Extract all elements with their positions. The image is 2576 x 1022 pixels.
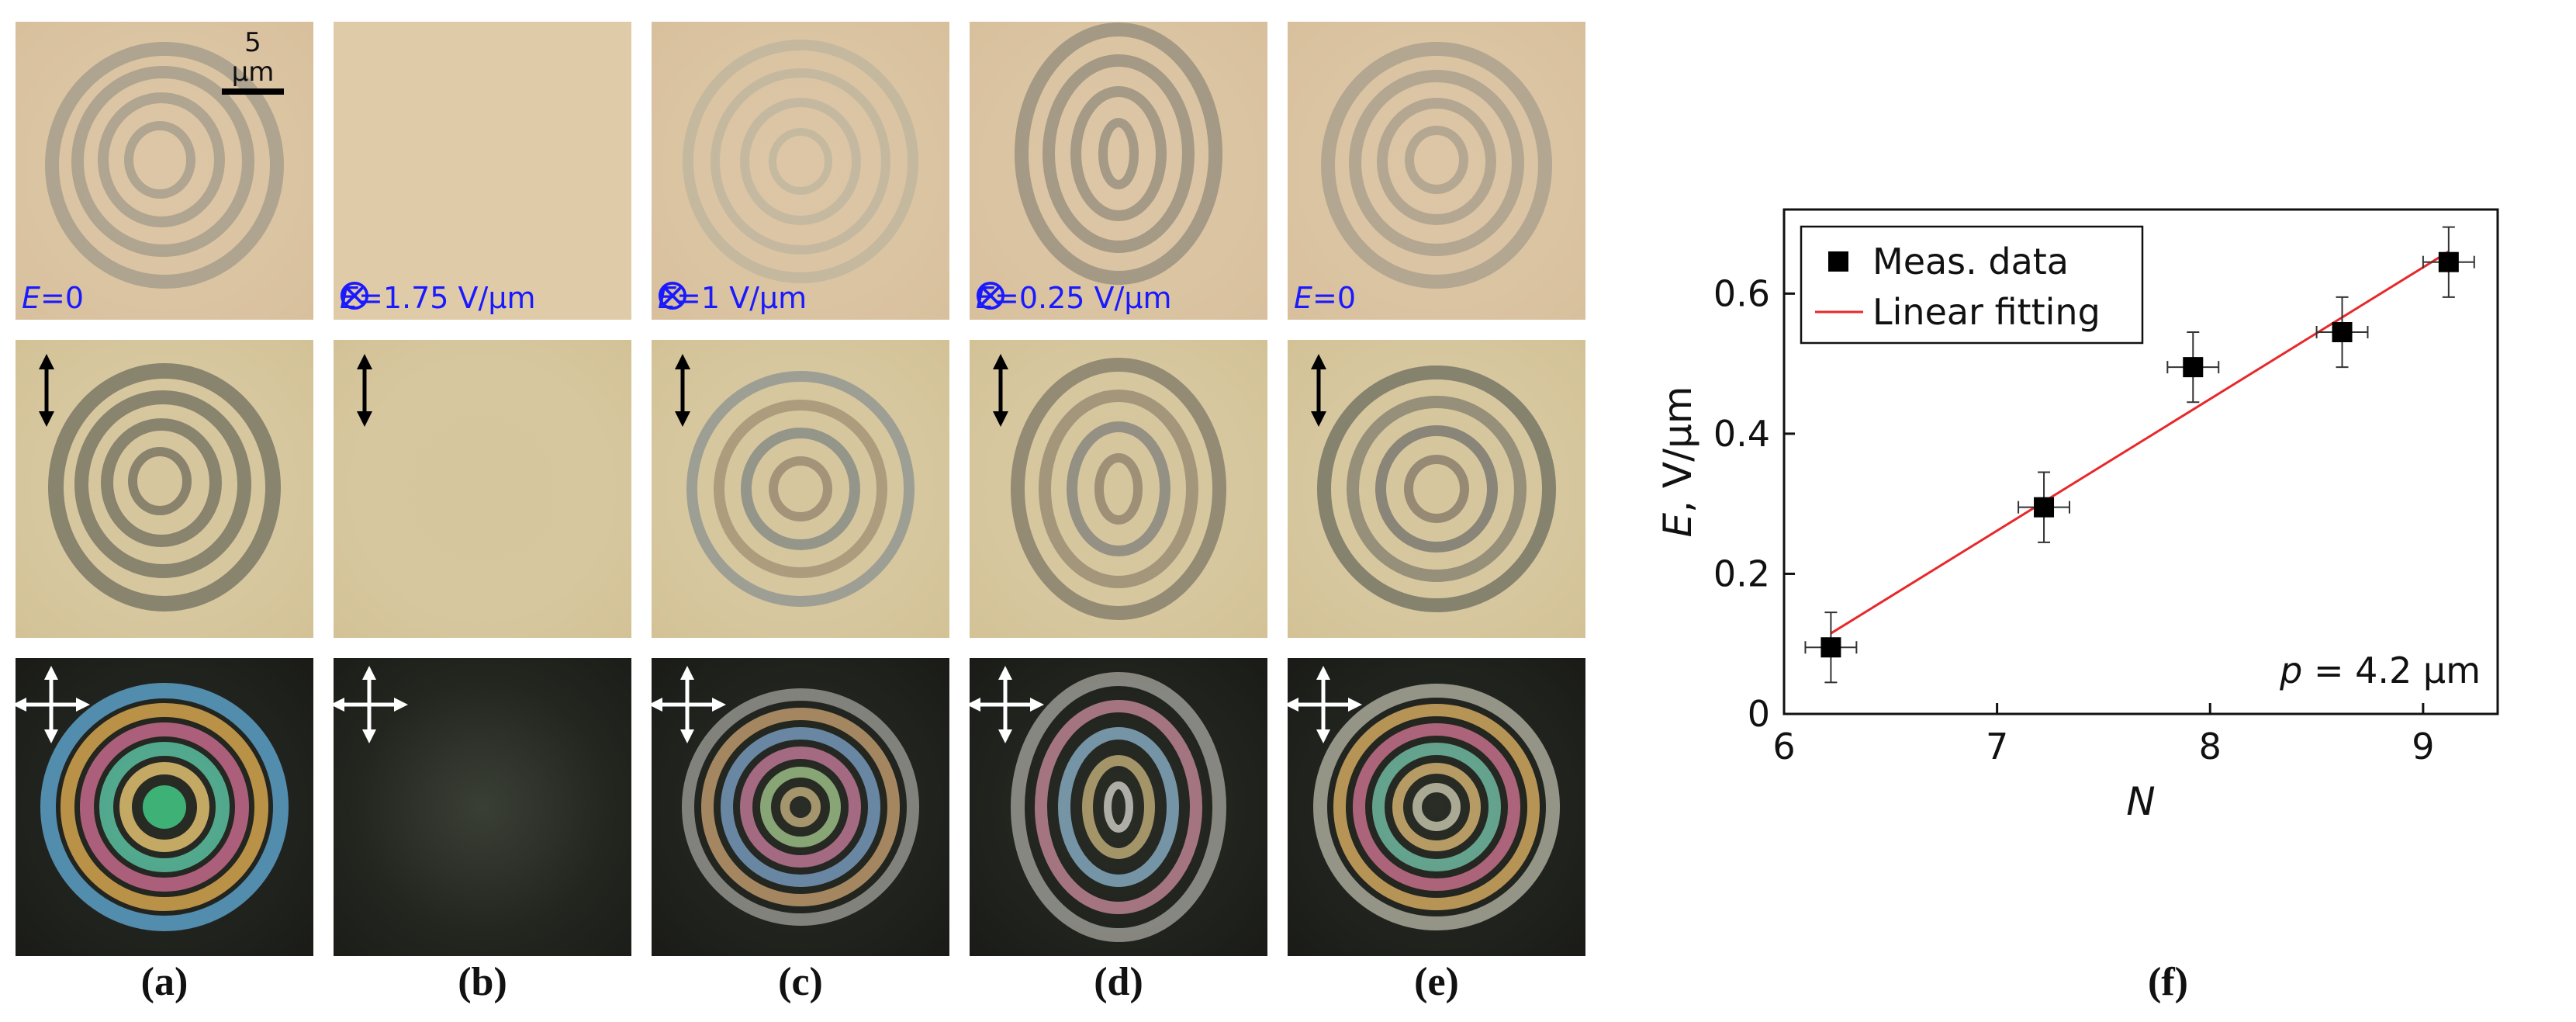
legend-entry: Meas. data bbox=[1872, 241, 2069, 282]
oval-ring-pattern-image bbox=[1011, 358, 1226, 620]
panel-label-b: (b) bbox=[458, 960, 507, 1004]
plot-frame bbox=[1782, 208, 2499, 715]
field-value: =0 bbox=[1312, 281, 1357, 315]
vertical-polarizer-arrow-icon bbox=[39, 354, 54, 427]
panel-label-e: (e) bbox=[1414, 960, 1459, 1004]
crossed-polarizers-arrow-icon bbox=[1288, 666, 1362, 743]
axes-layer: 6 7 8 9 0 0.2 0.4 0.6 N E, V/μm bbox=[1655, 208, 2499, 824]
ring-pattern-image bbox=[1317, 365, 1556, 612]
fit-layer bbox=[1830, 250, 2450, 635]
legend-entry: Linear fitting bbox=[1872, 291, 2101, 333]
square-marker bbox=[2332, 321, 2353, 342]
field-into-page-icon bbox=[976, 281, 1005, 310]
micrograph-e-row2 bbox=[1288, 340, 1585, 638]
vertical-polarizer-arrow-icon bbox=[675, 354, 690, 427]
crossed-polarizers-arrow-icon bbox=[652, 666, 726, 743]
micrograph-c-row3 bbox=[652, 658, 949, 956]
field-label: E=1.75 V/μm bbox=[340, 281, 536, 315]
square-marker bbox=[2034, 497, 2055, 518]
field-value: =1 V/μm bbox=[676, 281, 807, 315]
micrograph-a-row3 bbox=[16, 658, 313, 956]
panel-label-d: (d) bbox=[1094, 960, 1143, 1004]
micrograph-grid: 5 μm E=0 E=1.75 V/μm bbox=[16, 22, 1590, 961]
y-axis-label: E, V/μm bbox=[1655, 386, 1700, 538]
crossed-polarizers-arrow-icon bbox=[334, 666, 408, 743]
vertical-polarizer-arrow-icon bbox=[993, 354, 1008, 427]
birefringence-ring-image bbox=[1011, 672, 1226, 942]
x-tick-label: 8 bbox=[2199, 726, 2222, 767]
square-marker bbox=[1820, 637, 1841, 658]
ring-pattern-image bbox=[686, 371, 915, 607]
micrograph-e-row3 bbox=[1288, 658, 1585, 956]
legend: Meas. data Linear fitting bbox=[1800, 225, 2144, 345]
micrograph-b-row2 bbox=[334, 340, 631, 638]
field-value: =0.25 V/μm bbox=[994, 281, 1172, 315]
y-tick-label: 0.4 bbox=[1713, 413, 1770, 455]
micrograph-c-row1: E=1 V/μm bbox=[652, 22, 949, 320]
micrograph-e-row1: E=0 bbox=[1288, 22, 1585, 320]
micrograph-a-row1: 5 μm E=0 bbox=[16, 22, 313, 320]
ring-pattern-image bbox=[45, 42, 284, 289]
birefringence-ring-image bbox=[40, 683, 289, 931]
crossed-polarizers-arrow-icon bbox=[16, 666, 90, 743]
micrograph-d-row3 bbox=[970, 658, 1267, 956]
field-label: E=1 V/μm bbox=[658, 281, 807, 315]
data-point bbox=[2018, 471, 2070, 543]
linear-fit-line bbox=[1830, 250, 2450, 635]
oval-ring-pattern-image bbox=[1015, 23, 1222, 285]
micrograph-c-row2 bbox=[652, 340, 949, 638]
scatter-chart: 6 7 8 9 0 0.2 0.4 0.6 N E, V/μm Meas. data Linear … bbox=[1655, 208, 2499, 824]
birefringence-ring-image bbox=[1313, 684, 1560, 930]
x-tick-label: 7 bbox=[1986, 726, 2008, 767]
data-point bbox=[1804, 611, 1858, 684]
y-tick-label: 0.2 bbox=[1713, 553, 1770, 594]
field-label: E=0.25 V/μm bbox=[976, 281, 1172, 315]
panel-label-c: (c) bbox=[778, 960, 823, 1004]
y-tick-label: 0.6 bbox=[1713, 272, 1770, 314]
micrograph-b-row1: E=1.75 V/μm bbox=[334, 22, 631, 320]
square-marker bbox=[2438, 251, 2459, 272]
vertical-polarizer-arrow-icon bbox=[357, 354, 372, 427]
field-label: E=0 bbox=[22, 281, 84, 315]
x-tick-label: 9 bbox=[2412, 726, 2434, 767]
micrograph-a-row2 bbox=[16, 340, 313, 638]
square-marker bbox=[2183, 357, 2204, 378]
crossed-polarizers-arrow-icon bbox=[970, 666, 1044, 743]
field-into-page-icon bbox=[340, 281, 369, 310]
field-value: =1.75 V/μm bbox=[358, 281, 536, 315]
vertical-polarizer-arrow-icon bbox=[1311, 354, 1326, 427]
faint-ring-pattern-image bbox=[683, 40, 918, 283]
x-tick-label: 6 bbox=[1772, 726, 1795, 767]
period-annotation: p = 4.2 μm bbox=[2279, 650, 2481, 691]
scale-bar-label: 5 μm bbox=[231, 27, 275, 88]
scale-bar-line bbox=[222, 88, 284, 95]
field-label: E=0 bbox=[1294, 281, 1356, 315]
chart-panel: 6 7 8 9 0 0.2 0.4 0.6 N E, V/μm Meas. data Linear … bbox=[1613, 178, 2544, 861]
legend-box bbox=[1800, 225, 2144, 345]
scale-bar: 5 μm bbox=[222, 28, 284, 95]
data-point bbox=[2166, 331, 2220, 404]
data-point bbox=[2315, 296, 2369, 369]
micrograph-b-row3 bbox=[334, 658, 631, 956]
data-point bbox=[2422, 226, 2475, 298]
micrograph-d-row1: E=0.25 V/μm bbox=[970, 22, 1267, 320]
panel-label-a: (a) bbox=[140, 960, 188, 1004]
field-symbol: E bbox=[1294, 281, 1313, 315]
field-into-page-icon bbox=[658, 281, 687, 310]
field-value: =0 bbox=[40, 281, 85, 315]
birefringence-ring-image bbox=[682, 688, 919, 926]
ring-pattern-image bbox=[48, 363, 281, 611]
x-axis-label: N bbox=[2126, 779, 2155, 824]
panel-label-f: (f) bbox=[2148, 960, 2188, 1004]
ring-pattern-image bbox=[1321, 42, 1552, 289]
legend-marker-icon bbox=[1828, 251, 1848, 272]
micrograph-d-row2 bbox=[970, 340, 1267, 638]
y-tick-label: 0 bbox=[1748, 693, 1770, 735]
field-symbol: E bbox=[22, 281, 41, 315]
points-layer bbox=[1804, 226, 2475, 684]
